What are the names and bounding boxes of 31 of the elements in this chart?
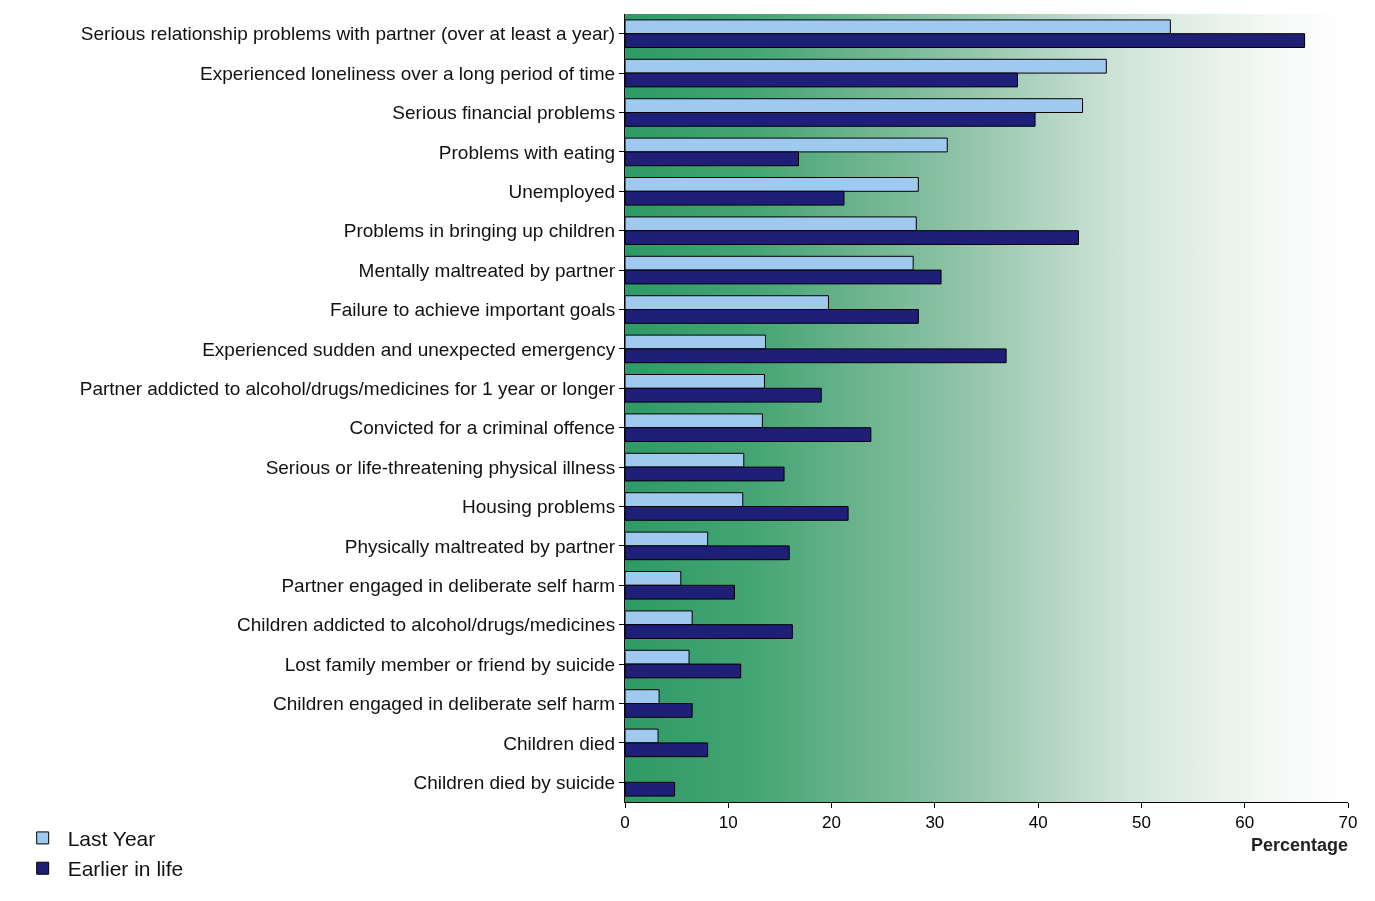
y-tick-label: Partner engaged in deliberate self harm — [281, 574, 616, 596]
x-tick-label: 20 — [822, 813, 842, 833]
x-tick-label: 40 — [1028, 813, 1048, 833]
y-tick-label: Housing problems — [462, 496, 616, 518]
x-tick-label: 0 — [620, 813, 630, 833]
y-tick-label: Convicted for a criminal offence — [349, 417, 616, 439]
y-tick-label: Experienced loneliness over a long period of time — [200, 62, 616, 84]
x-tick-label: 70 — [1338, 813, 1358, 833]
x-tick-label: 50 — [1131, 813, 1151, 833]
y-tick-label: Serious financial problems — [392, 102, 616, 124]
y-tick-label: Children died by suicide — [413, 771, 616, 793]
y-tick-label: Serious relationship problems with partner (over at least a year) — [80, 23, 616, 45]
y-tick-label: Partner addicted to alcohol/drugs/medicines for 1 year or longer — [79, 377, 616, 399]
legend-label: Last Year — [67, 827, 156, 851]
y-tick-label: Children died — [503, 732, 616, 754]
y-tick-label: Serious or life-threatening physical illness — [265, 456, 616, 478]
y-tick-label: Children engaged in deliberate self harm — [272, 693, 616, 715]
y-tick-label: Problems with eating — [438, 141, 616, 163]
x-tick-label: 30 — [925, 813, 945, 833]
y-tick-label: Children addicted to alcohol/drugs/medicines — [237, 614, 616, 636]
y-tick-label: Mentally maltreated by partner — [358, 259, 616, 281]
y-tick-label: Physically maltreated by partner — [344, 535, 616, 557]
y-tick-label: Failure to achieve important goals — [330, 299, 616, 321]
x-tick-label: 60 — [1235, 813, 1255, 833]
y-tick-label: Problems in bringing up children — [343, 220, 616, 242]
legend-label: Earlier in life — [67, 857, 184, 881]
y-tick-label: Unemployed — [508, 180, 616, 202]
x-tick-label: 10 — [718, 813, 738, 833]
y-tick-label: Experienced sudden and unexpected emergency — [202, 338, 616, 360]
x-axis-title: Percentage — [1250, 834, 1348, 855]
y-tick-label: Lost family member or friend by suicide — [284, 653, 616, 675]
